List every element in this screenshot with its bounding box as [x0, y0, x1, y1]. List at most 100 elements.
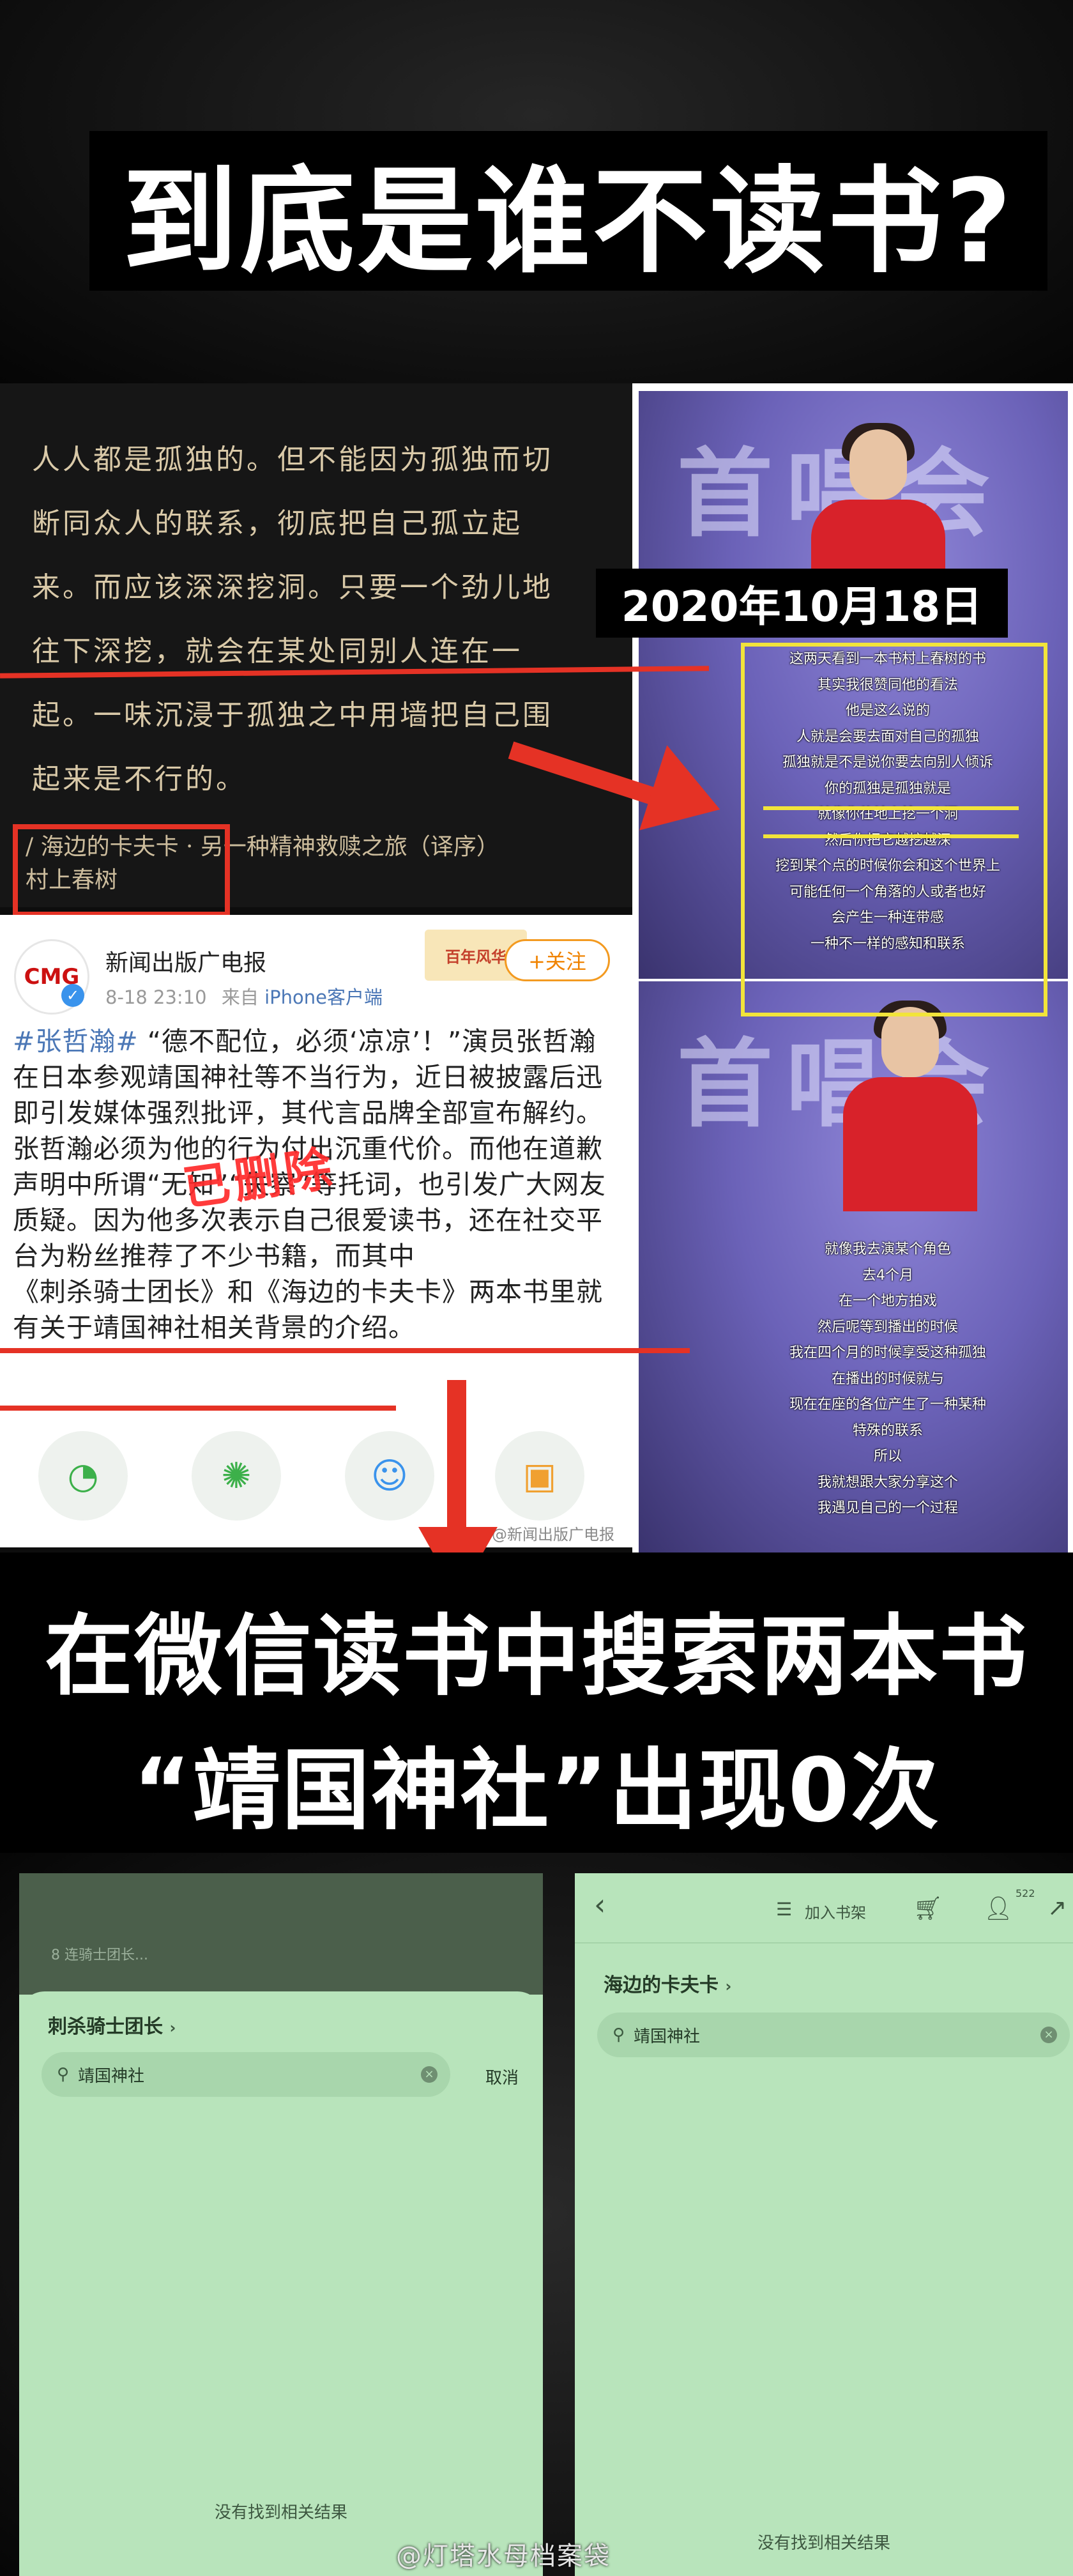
subtitle-line: 所以	[873, 1448, 902, 1464]
book-title: 《刺杀骑士团长》	[13, 1276, 227, 1307]
post-watermark: @新闻出版广电报	[492, 1526, 614, 1544]
shelf-icon: ☰	[776, 1899, 793, 1920]
follow-button[interactable]: +关注	[505, 939, 610, 981]
top-bar	[575, 1873, 1073, 1943]
save-image-icon[interactable]: ▣	[495, 1431, 584, 1521]
clear-icon[interactable]: ×	[421, 2066, 438, 2083]
post-text: 和	[227, 1276, 254, 1307]
chevron-right-icon: ›	[725, 1977, 732, 1995]
post-source-link[interactable]: iPhone客户端	[264, 986, 383, 1008]
weibo-watermark: @灯塔水母档案袋	[396, 2542, 611, 2571]
subtitle-line: 他是这么说的	[845, 703, 930, 719]
subtitle-line: 在一个地方拍戏	[838, 1293, 937, 1309]
add-to-shelf-button[interactable]: 加入书架	[805, 1904, 866, 1922]
hashtag-link[interactable]: #张哲瀚#	[13, 1026, 139, 1057]
quote-line: 断同众人的联系，彻底把自己孤立起	[32, 507, 522, 540]
share-icon[interactable]: ↗	[1047, 1895, 1067, 1921]
quote-panel	[0, 383, 632, 907]
qq-share-icon[interactable]: ☺	[345, 1431, 434, 1521]
subtitle-highlight-box	[741, 643, 1047, 1016]
date-badge: 2020年10月18日	[596, 569, 1008, 638]
quote-text: 人人都是孤独的。但不能因为孤独而切 断同众人的联系，彻底把自己孤立起 来。而应该…	[32, 428, 594, 811]
post-source-prefix: 来自	[221, 986, 259, 1008]
quote-line: 起。一味沉浸于孤独之中用墙把自己围	[32, 699, 553, 732]
no-result-text: 没有找到相关结果	[757, 2534, 890, 2553]
cancel-button[interactable]: 取消	[485, 2069, 519, 2088]
highlight-underline	[763, 806, 1019, 810]
subtitle-line: 在播出的时候就与	[831, 1370, 944, 1387]
red-underline	[0, 1348, 690, 1353]
search-icon: ⚲	[613, 2025, 625, 2044]
search-input[interactable]: ⚲ 靖国神社 ×	[597, 2012, 1070, 2057]
caption-line-2: “靖国神社”出现0次	[133, 1739, 940, 1842]
concert-screenshot-top: 首唱会	[639, 391, 1068, 979]
subtitle-line: 一种不一样的感知和联系	[810, 935, 965, 952]
verified-icon: ✓	[61, 984, 84, 1007]
performer-figure	[830, 1000, 984, 1211]
user-icon[interactable]: 👤︎	[984, 1896, 1013, 1922]
book-title[interactable]: 海边的卡夫卡 ›	[604, 1969, 731, 1997]
caption-line-1: 在微信读书中搜索两本书	[44, 1605, 1028, 1708]
quote-source-author: 村上春树	[26, 867, 118, 893]
highlight-underline	[763, 834, 1019, 838]
subtitle-line: 其实我很赞同他的看法	[817, 677, 958, 693]
post-text: “德不配位，必须‘凉凉’！”演员张哲瀚在日本参观靖国神社等不当行为，近日被披露后…	[13, 1026, 603, 1128]
account-avatar[interactable]: CMG	[14, 939, 89, 1015]
search-input[interactable]: ⚲ 靖国神社 ×	[42, 2052, 450, 2097]
chevron-right-icon: ›	[169, 2019, 176, 2037]
wechat-share-icon[interactable]: ◔	[38, 1431, 128, 1521]
quote-line: 人人都是孤独的。但不能因为孤独而切	[32, 443, 553, 476]
account-name[interactable]: 新闻出版广电报	[105, 950, 267, 976]
book-title-label: 海边的卡夫卡	[604, 1974, 719, 1997]
post-body: #张哲瀚# “德不配位，必须‘凉凉’！”演员张哲瀚在日本参观靖国神社等不当行为，…	[13, 1023, 620, 1346]
subtitle-line: 会产生一种连带感	[831, 910, 944, 926]
source-highlight-box	[13, 824, 230, 917]
subtitle-line: 就像我去演某个角色	[824, 1241, 951, 1257]
dim-text: 8 连骑士团长...	[51, 1947, 148, 1963]
subtitle-line: 我在四个月的时候享受这种孤独	[789, 1345, 986, 1361]
subtitle-line: 挖到某个点的时候你会和这个世界上	[775, 858, 1000, 874]
post-text: 两本书里就有关于靖国神社相关背景的介绍。	[13, 1276, 603, 1343]
title-bar	[89, 131, 1047, 291]
post-paragraph: #张哲瀚# “德不配位，必须‘凉凉’！”演员张哲瀚在日本参观靖国神社等不当行为，…	[13, 1023, 620, 1131]
quote-line: 起来是不行的。	[32, 763, 247, 795]
moments-share-icon[interactable]: ✺	[192, 1431, 281, 1521]
search-screenshot-right: ‹ ☰ 加入书架 🛒︎ 👤︎ 522 ↗ 海边的卡夫卡 › ⚲ 靖国神社 × 没…	[575, 1873, 1073, 2576]
subtitle-block-bottom: 就像我去演某个角色 去4个月 在一个地方拍戏 然后呢等到播出的时候 我在四个月的…	[728, 1237, 1047, 1522]
back-icon[interactable]: ‹	[594, 1887, 606, 1922]
subtitle-line: 这两天看到一本书村上春树的书	[789, 651, 986, 667]
book-title-label: 刺杀骑士团长	[48, 2016, 163, 2038]
red-arrow-shaft	[447, 1380, 466, 1540]
subtitle-line: 人就是会要去面对自己的孤独	[796, 728, 979, 745]
subtitle-line: 现在在座的各位产生了一种某种	[789, 1397, 986, 1413]
quote-line: 来。而应该深深挖洞。只要一个劲儿地	[32, 571, 553, 604]
no-result-text: 没有找到相关结果	[214, 2503, 347, 2522]
post-paragraph: 张哲瀚必须为他的行为付出沉重代价。而他在道歉声明中所谓“无知”“失察”等托词，也…	[13, 1131, 620, 1346]
post-text: 张哲瀚必须为他的行为付出沉重代价。而他在道歉声明中所谓“无知”“失察”等托词，也…	[13, 1133, 606, 1271]
subtitle-line: 我遇见自己的一个过程	[817, 1500, 958, 1516]
subtitle-line: 然后呢等到播出的时候	[817, 1319, 958, 1335]
subtitle-line: 我就想跟大家分享这个	[817, 1474, 958, 1491]
quote-line: 往下深挖，就会在某处同别人连在一	[32, 635, 522, 668]
red-underline	[0, 1406, 396, 1411]
subtitle-line: 特殊的联系	[852, 1422, 923, 1439]
quote-source: / 海边的卡夫卡 · 另一种精神救赎之旅（译序） 村上春树	[26, 831, 600, 897]
subtitle-line: 孤独就是不是说你要去向别人倾诉	[782, 755, 993, 770]
page-title: 到底是谁不读书?	[122, 155, 1015, 289]
book-title: 《海边的卡夫卡》	[254, 1276, 469, 1307]
search-icon: ⚲	[57, 2065, 70, 2084]
performer-figure	[798, 423, 952, 634]
subtitle-line: 你的孤独是孤独就是	[824, 780, 951, 797]
dim-overlay	[19, 1873, 543, 1995]
cart-icon[interactable]: 🛒︎	[913, 1896, 943, 1922]
subtitle-line: 去4个月	[862, 1267, 913, 1284]
quote-source-book: / 海边的卡夫卡 · 另一种精神救赎之旅（译序）	[26, 834, 499, 860]
search-query: 靖国神社	[78, 2066, 145, 2086]
search-query: 靖国神社	[634, 2027, 701, 2046]
post-meta: 8-18 23:10 来自 iPhone客户端	[105, 983, 383, 1009]
clear-icon[interactable]: ×	[1040, 2027, 1057, 2043]
book-title[interactable]: 刺杀骑士团长 ›	[48, 2011, 176, 2039]
caption-band	[0, 1552, 1073, 1853]
concert-screenshot-bottom: 首唱会	[639, 981, 1068, 1552]
user-badge-count: 522	[1016, 1887, 1035, 1899]
